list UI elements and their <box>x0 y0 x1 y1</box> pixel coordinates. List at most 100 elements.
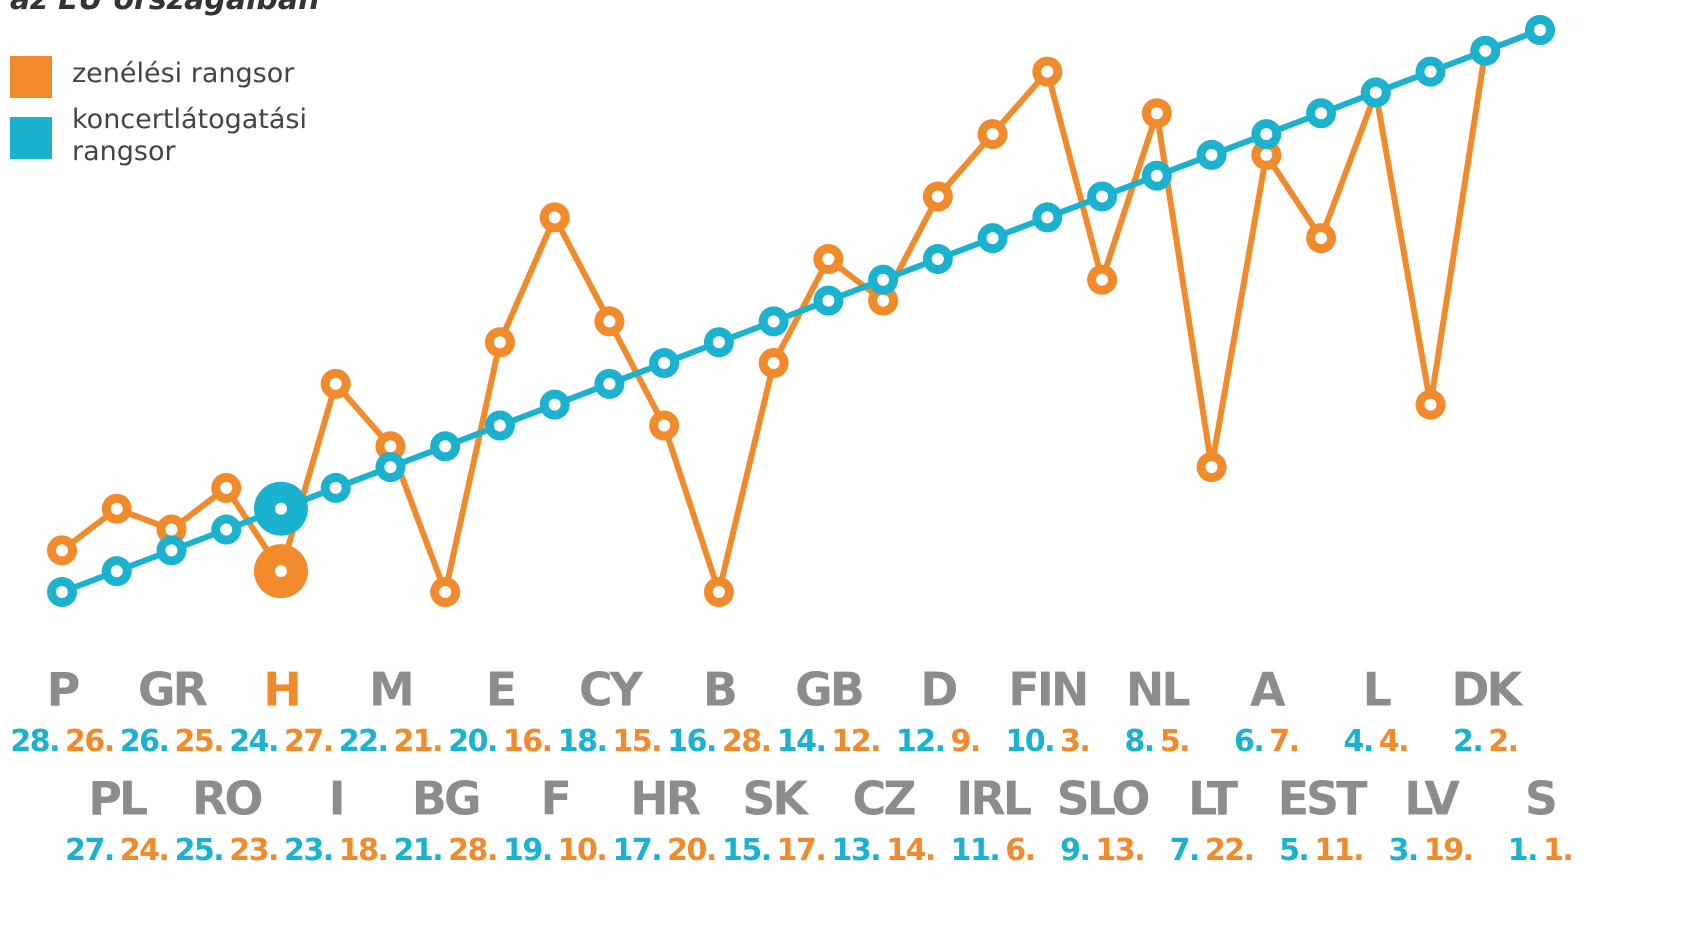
point-hole <box>1260 148 1273 161</box>
rank-labels: 28. 26. <box>10 724 113 759</box>
category-label: GR <box>138 663 208 717</box>
point-hole <box>712 336 725 349</box>
point-hole <box>1369 86 1382 99</box>
point-hole <box>274 565 287 578</box>
point-hole <box>439 440 452 453</box>
rank-labels: 26. 25. <box>120 724 223 759</box>
rank-label: 16. <box>503 724 552 759</box>
category-label: PL <box>88 772 148 826</box>
rank-label: 3. <box>1060 724 1089 759</box>
rank-label: 15. <box>612 724 661 759</box>
rank-labels: 11. 6. <box>951 833 1035 868</box>
rank-label: 27. <box>284 724 333 759</box>
rank-labels: 6. 7. <box>1234 724 1299 759</box>
point-hole <box>1424 398 1437 411</box>
rank-labels: 12. 9. <box>896 724 980 759</box>
point-hole <box>1424 65 1437 78</box>
rank-labels: 23. 18. <box>284 833 387 868</box>
point-hole <box>165 544 178 557</box>
rank-labels: 14. 12. <box>777 724 880 759</box>
rank-label: 26. <box>65 724 114 759</box>
category-label: RO <box>192 772 261 826</box>
category-label: H <box>263 663 299 717</box>
rank-labels: 10. 3. <box>1005 724 1089 759</box>
point-hole <box>548 211 561 224</box>
category-label: S <box>1525 772 1555 826</box>
category-label: LT <box>1188 772 1239 826</box>
legend-label: koncertlátogatási rangsor <box>72 104 307 167</box>
rank-labels: 2. 2. <box>1453 724 1518 759</box>
rank-labels: 7. 22. <box>1170 833 1254 868</box>
point-hole <box>931 252 944 265</box>
point-hole <box>822 252 835 265</box>
point-hole <box>439 586 452 598</box>
rank-labels: 8. 5. <box>1125 724 1190 759</box>
rank-label: 2. <box>1488 724 1517 759</box>
rank-labels: 19. 10. <box>503 833 606 868</box>
rank-label: 13. <box>831 833 880 868</box>
rank-label: 5. <box>1279 833 1308 868</box>
point-hole <box>1041 211 1054 224</box>
rank-label: 14. <box>886 833 935 868</box>
point-hole <box>1096 273 1109 286</box>
point-hole <box>56 586 68 598</box>
rank-label: 10. <box>1005 724 1054 759</box>
point-hole <box>1315 107 1328 120</box>
chart-title: az EU országaiban <box>10 0 320 17</box>
rank-label: 7. <box>1170 833 1199 868</box>
point-hole <box>931 190 944 203</box>
rank-label: 22. <box>1205 833 1254 868</box>
point-hole <box>822 294 835 307</box>
point-hole <box>1150 107 1163 120</box>
point-hole <box>603 377 616 390</box>
rank-label: 24. <box>229 724 278 759</box>
point-hole <box>56 544 68 557</box>
category-label: SK <box>742 772 810 826</box>
point-hole <box>384 440 397 453</box>
point-hole <box>1479 44 1492 57</box>
rank-label: 20. <box>667 833 716 868</box>
rank-label: 26. <box>120 724 169 759</box>
rank-labels: 27. 24. <box>65 833 168 868</box>
point-hole <box>548 398 561 411</box>
point-hole <box>329 377 342 390</box>
category-label: SLO <box>1057 772 1149 826</box>
rank-label: 24. <box>120 833 169 868</box>
rank-label: 3. <box>1389 833 1418 868</box>
category-label: A <box>1250 663 1286 717</box>
rank-label: 21. <box>394 833 443 868</box>
rank-label: 27. <box>65 833 114 868</box>
legend-swatch <box>10 56 52 98</box>
rank-label: 17. <box>777 833 826 868</box>
rank-label: 17. <box>612 833 661 868</box>
rank-label: 1. <box>1543 833 1572 868</box>
rank-label: 12. <box>831 724 880 759</box>
rank-label: 9. <box>951 724 980 759</box>
rank-label: 4. <box>1379 724 1408 759</box>
point-hole <box>658 357 671 370</box>
rank-labels: 4. 4. <box>1343 724 1408 759</box>
rank-label: 25. <box>175 833 224 868</box>
rank-label: 25. <box>174 724 223 759</box>
rank-labels: 18. 15. <box>558 724 661 759</box>
rank-label: 6. <box>1234 724 1263 759</box>
category-label: P <box>47 663 79 717</box>
rank-label: 18. <box>339 833 388 868</box>
point-hole <box>220 523 233 536</box>
rank-label: 15. <box>722 833 771 868</box>
rank-label: 20. <box>448 724 497 759</box>
point-hole <box>767 357 780 370</box>
rank-label: 11. <box>1314 833 1363 868</box>
point-hole <box>1260 128 1273 141</box>
category-label: IRL <box>956 772 1032 826</box>
point-hole <box>329 481 342 494</box>
rank-label: 8. <box>1125 724 1154 759</box>
rank-labels: 21. 28. <box>394 833 497 868</box>
point-hole <box>986 128 999 141</box>
rank-label: 14. <box>777 724 826 759</box>
category-label: B <box>703 663 735 717</box>
rank-label: 21. <box>393 724 442 759</box>
legend-swatch <box>10 117 52 159</box>
rank-label: 28. <box>10 724 59 759</box>
